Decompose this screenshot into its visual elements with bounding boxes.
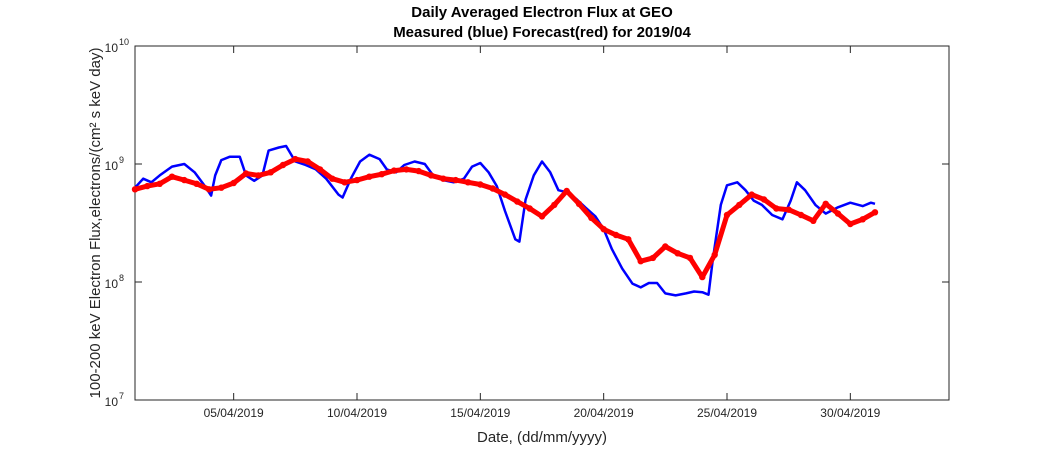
forecast-point: [514, 198, 521, 205]
forecast-point: [279, 161, 287, 169]
forecast-point: [242, 170, 250, 177]
forecast-point: [711, 251, 718, 258]
forecast-point: [353, 176, 361, 184]
forecast-point: [723, 211, 731, 219]
series-layer: [131, 144, 879, 297]
forecast-point: [316, 166, 324, 173]
forecast-point: [551, 201, 558, 209]
forecast-point: [390, 167, 398, 174]
series-measured-line: [134, 144, 876, 297]
forecast-point: [637, 258, 644, 265]
x-tick-label: 20/04/2019: [574, 406, 634, 420]
forecast-point: [144, 182, 151, 190]
x-tick-label: 30/04/2019: [820, 406, 880, 420]
forecast-point: [193, 180, 200, 187]
forecast-point: [834, 210, 842, 217]
x-tick-label: 25/04/2019: [697, 406, 757, 420]
forecast-point: [218, 184, 225, 191]
chart-subtitle: Measured (blue) Forecast(red) for 2019/0…: [393, 24, 691, 41]
forecast-point: [612, 231, 620, 239]
x-tick-label: 15/04/2019: [450, 406, 510, 420]
chart-title: Daily Averaged Electron Flux at GEO: [411, 4, 673, 21]
forecast-point: [501, 191, 509, 198]
forecast-point: [588, 214, 595, 221]
forecast-point: [205, 186, 213, 193]
forecast-point: [477, 181, 484, 188]
y-axis-label: 100-200 keV Electron Flux,electrons/(cm²…: [87, 48, 104, 399]
forecast-point: [847, 220, 854, 228]
forecast-point: [464, 179, 472, 186]
forecast-point: [686, 254, 694, 262]
forecast-point: [181, 176, 188, 184]
forecast-point: [600, 226, 607, 233]
forecast-point: [563, 187, 570, 195]
forecast-point: [440, 175, 447, 182]
forecast-point: [526, 205, 533, 212]
forecast-point: [822, 200, 829, 207]
forecast-point: [156, 180, 163, 187]
forecast-point: [403, 166, 410, 173]
forecast-point: [415, 167, 422, 175]
y-tick-exponent: 7: [119, 391, 124, 401]
y-tick-exponent: 9: [119, 155, 124, 165]
forecast-point: [538, 213, 546, 220]
forecast-point: [292, 155, 299, 163]
forecast-point: [662, 243, 669, 250]
forecast-point: [674, 250, 681, 257]
forecast-point: [230, 179, 237, 187]
y-tick-label: 10: [105, 395, 119, 409]
forecast-point: [649, 254, 657, 262]
x-axis-ticks: 05/04/2019 10/04/2019 15/04/2019 20/04/2019…: [204, 46, 881, 420]
forecast-point: [748, 191, 755, 198]
forecast-point: [760, 196, 768, 203]
forecast-point: [773, 205, 780, 212]
forecast-point: [341, 179, 348, 186]
forecast-point: [304, 158, 311, 165]
plot-area: [134, 45, 950, 401]
forecast-point: [452, 176, 459, 184]
x-tick-label: 10/04/2019: [327, 406, 387, 420]
forecast-point: [871, 209, 879, 216]
forecast-point: [699, 273, 706, 281]
forecast-point: [797, 211, 805, 219]
x-axis-label: Date, (dd/mm/yyyy): [477, 429, 607, 446]
forecast-point: [785, 206, 792, 213]
y-tick-exponent: 10: [119, 37, 129, 47]
y-tick-label: 10: [105, 277, 119, 291]
forecast-point: [168, 173, 176, 180]
forecast-point: [625, 236, 632, 243]
x-tick-label: 05/04/2019: [204, 406, 264, 420]
y-tick-label: 10: [105, 159, 119, 173]
forecast-point: [131, 186, 139, 193]
forecast-point: [378, 171, 385, 178]
forecast-point: [736, 201, 743, 209]
forecast-point: [329, 175, 336, 182]
forecast-point: [267, 169, 274, 176]
y-tick-label: 10: [105, 41, 119, 55]
forecast-point: [859, 216, 866, 223]
forecast-point: [366, 173, 373, 180]
forecast-point: [427, 172, 435, 179]
y-tick-exponent: 8: [119, 273, 124, 283]
forecast-point: [255, 172, 262, 179]
forecast-point: [575, 200, 583, 207]
forecast-point: [489, 185, 496, 192]
forecast-point: [810, 217, 817, 224]
